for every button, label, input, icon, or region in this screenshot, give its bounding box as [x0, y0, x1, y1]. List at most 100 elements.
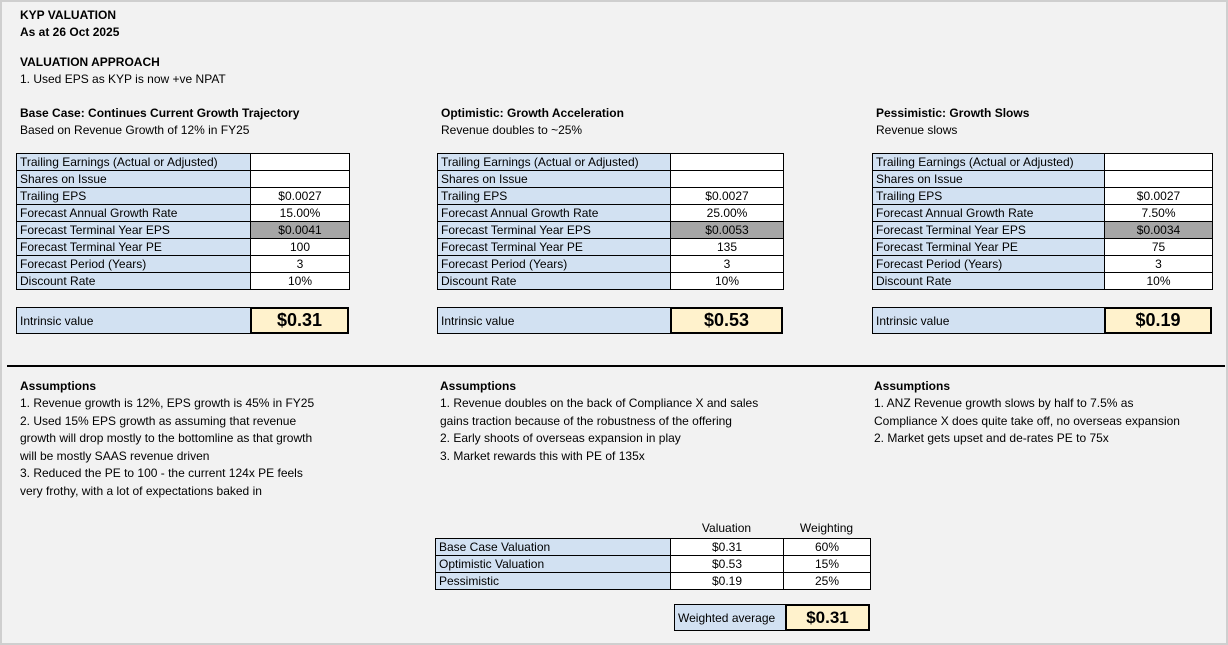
row-value-cell-calculated[interactable]: $0.0041 — [250, 221, 350, 239]
weighted-average-row: Weighted average $0.31 — [674, 604, 870, 631]
intrinsic-value-cell[interactable]: $0.53 — [670, 307, 783, 334]
summary-weighting-cell[interactable]: 60% — [783, 538, 871, 556]
row-label-cell[interactable]: Forecast Annual Growth Rate — [16, 204, 251, 222]
row-label-cell[interactable]: Trailing Earnings (Actual or Adjusted) — [437, 153, 671, 171]
table-row: Forecast Terminal Year PE 100 — [16, 238, 350, 256]
row-value-cell[interactable]: 3 — [250, 255, 350, 273]
row-value-cell-calculated[interactable]: $0.0034 — [1104, 221, 1213, 239]
summary-valuation-cell[interactable]: $0.31 — [670, 538, 784, 556]
approach-heading: VALUATION APPROACH — [20, 55, 160, 69]
row-label-cell[interactable]: Shares on Issue — [16, 170, 251, 188]
scenario-table: Trailing Earnings (Actual or Adjusted) S… — [437, 153, 784, 290]
intrinsic-value-cell[interactable]: $0.31 — [250, 307, 349, 334]
summary-valuation-cell[interactable]: $0.19 — [670, 572, 784, 590]
weighted-average-label-cell[interactable]: Weighted average — [674, 604, 785, 631]
summary-weighting-cell[interactable]: 15% — [783, 555, 871, 573]
row-label-cell[interactable]: Trailing EPS — [872, 187, 1105, 205]
row-value-cell[interactable]: 75 — [1104, 238, 1213, 256]
scenario-optimistic: Optimistic: Growth Acceleration Revenue … — [437, 105, 797, 290]
table-row: Shares on Issue — [872, 170, 1213, 188]
summary-label-cell[interactable]: Base Case Valuation — [435, 538, 671, 556]
row-label-cell[interactable]: Forecast Period (Years) — [437, 255, 671, 273]
row-value-cell[interactable] — [670, 170, 784, 188]
table-row: Discount Rate 10% — [872, 272, 1213, 290]
table-row: Forecast Terminal Year EPS $0.0041 — [16, 221, 350, 239]
row-label-cell[interactable]: Forecast Annual Growth Rate — [872, 204, 1105, 222]
row-label-cell[interactable]: Forecast Annual Growth Rate — [437, 204, 671, 222]
summary-weighting-cell[interactable]: 25% — [783, 572, 871, 590]
scenario-pessimistic: Pessimistic: Growth Slows Revenue slows … — [872, 105, 1224, 290]
row-value-cell[interactable]: 3 — [1104, 255, 1213, 273]
row-label-cell[interactable]: Forecast Terminal Year EPS — [437, 221, 671, 239]
table-row: Forecast Period (Years) 3 — [872, 255, 1213, 273]
table-row: Base Case Valuation $0.31 60% — [435, 538, 871, 556]
row-value-cell[interactable]: 10% — [670, 272, 784, 290]
table-row: Trailing EPS $0.0027 — [437, 187, 784, 205]
row-value-cell[interactable]: 7.50% — [1104, 204, 1213, 222]
row-label-cell[interactable]: Trailing Earnings (Actual or Adjusted) — [872, 153, 1105, 171]
assumption-line: gains traction because of the robustness… — [440, 413, 732, 428]
row-value-cell[interactable]: 135 — [670, 238, 784, 256]
row-value-cell[interactable]: 10% — [1104, 272, 1213, 290]
approach-note: 1. Used EPS as KYP is now +ve NPAT — [20, 72, 226, 86]
section-divider — [7, 365, 1225, 367]
row-value-cell[interactable]: $0.0027 — [1104, 187, 1213, 205]
row-label-cell[interactable]: Forecast Terminal Year PE — [872, 238, 1105, 256]
table-row: Trailing EPS $0.0027 — [16, 187, 350, 205]
summary-table: Base Case Valuation $0.31 60% Optimistic… — [435, 538, 871, 590]
table-row: Forecast Terminal Year EPS $0.0034 — [872, 221, 1213, 239]
row-value-cell[interactable] — [1104, 170, 1213, 188]
row-value-cell-calculated[interactable]: $0.0053 — [670, 221, 784, 239]
row-label-cell[interactable]: Shares on Issue — [872, 170, 1105, 188]
row-value-cell[interactable] — [1104, 153, 1213, 171]
scenario-title: Base Case: Continues Current Growth Traj… — [20, 106, 300, 120]
row-label-cell[interactable]: Shares on Issue — [437, 170, 671, 188]
row-label-cell[interactable]: Forecast Period (Years) — [16, 255, 251, 273]
row-label-cell[interactable]: Discount Rate — [16, 272, 251, 290]
row-label-cell[interactable]: Trailing EPS — [16, 187, 251, 205]
row-label-cell[interactable]: Forecast Terminal Year EPS — [16, 221, 251, 239]
intrinsic-label-cell[interactable]: Intrinsic value — [16, 307, 250, 334]
assumption-line: 2. Early shoots of overseas expansion in… — [440, 431, 681, 445]
summary-label-cell[interactable]: Pessimistic — [435, 572, 671, 590]
summary-label-cell[interactable]: Optimistic Valuation — [435, 555, 671, 573]
table-row: Shares on Issue — [437, 170, 784, 188]
table-row: Forecast Terminal Year PE 135 — [437, 238, 784, 256]
intrinsic-value-cell[interactable]: $0.19 — [1104, 307, 1212, 334]
scenario-table: Trailing Earnings (Actual or Adjusted) S… — [16, 153, 350, 290]
row-value-cell[interactable] — [250, 170, 350, 188]
row-value-cell[interactable] — [670, 153, 784, 171]
row-label-cell[interactable]: Discount Rate — [437, 272, 671, 290]
table-row: Shares on Issue — [16, 170, 350, 188]
row-label-cell[interactable]: Trailing EPS — [437, 187, 671, 205]
assumption-line: 1. Revenue doubles on the back of Compli… — [440, 396, 759, 410]
table-row: Optimistic Valuation $0.53 15% — [435, 555, 871, 573]
assumptions-heading: Assumptions — [440, 379, 517, 393]
row-value-cell[interactable]: $0.0027 — [670, 187, 784, 205]
row-label-cell[interactable]: Discount Rate — [872, 272, 1105, 290]
row-value-cell[interactable]: 25.00% — [670, 204, 784, 222]
row-value-cell[interactable]: 3 — [670, 255, 784, 273]
scenario-subtitle: Revenue slows — [876, 123, 958, 137]
weighted-average-value-cell[interactable]: $0.31 — [785, 604, 870, 631]
table-row: Forecast Annual Growth Rate 15.00% — [16, 204, 350, 222]
valuation-approach: VALUATION APPROACH 1. Used EPS as KYP is… — [20, 54, 226, 88]
row-label-cell[interactable]: Forecast Terminal Year EPS — [872, 221, 1105, 239]
row-label-cell[interactable]: Forecast Terminal Year PE — [437, 238, 671, 256]
summary-valuation-cell[interactable]: $0.53 — [670, 555, 784, 573]
row-value-cell[interactable]: 10% — [250, 272, 350, 290]
scenario-subtitle: Based on Revenue Growth of 12% in FY25 — [20, 123, 250, 137]
intrinsic-label-cell[interactable]: Intrinsic value — [872, 307, 1104, 334]
row-value-cell[interactable]: 15.00% — [250, 204, 350, 222]
assumptions-heading: Assumptions — [874, 379, 951, 393]
row-value-cell[interactable]: 100 — [250, 238, 350, 256]
row-value-cell[interactable] — [250, 153, 350, 171]
row-label-cell[interactable]: Trailing Earnings (Actual or Adjusted) — [16, 153, 251, 171]
assumption-line: 3. Market rewards this with PE of 135x — [440, 448, 645, 463]
row-label-cell[interactable]: Forecast Period (Years) — [872, 255, 1105, 273]
assumption-line: Compliance X does quite take off, no ove… — [874, 413, 1180, 428]
intrinsic-label-cell[interactable]: Intrinsic value — [437, 307, 670, 334]
row-value-cell[interactable]: $0.0027 — [250, 187, 350, 205]
row-label-cell[interactable]: Forecast Terminal Year PE — [16, 238, 251, 256]
